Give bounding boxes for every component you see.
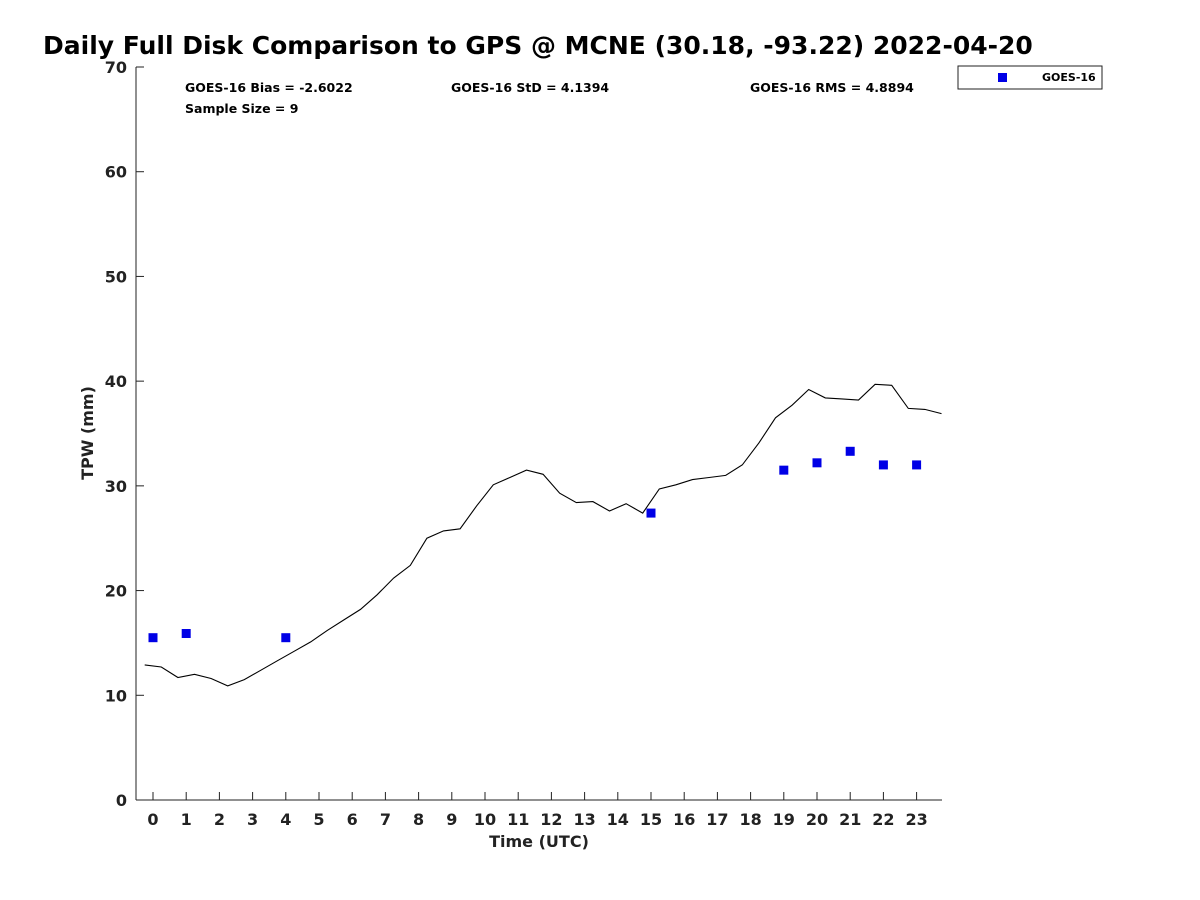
x-tick-label: 3	[247, 810, 258, 829]
x-tick-label: 15	[640, 810, 662, 829]
x-tick-label: 7	[380, 810, 391, 829]
x-tick-label: 20	[806, 810, 828, 829]
y-axis-label: TPW (mm)	[78, 386, 97, 480]
goes16-point	[148, 633, 158, 643]
x-tick-label: 8	[413, 810, 424, 829]
goes16-point	[779, 465, 789, 475]
x-tick-label: 23	[905, 810, 927, 829]
x-tick-label: 11	[507, 810, 529, 829]
y-tick-label: 20	[105, 582, 127, 601]
legend-marker	[998, 73, 1007, 82]
x-tick-label: 9	[446, 810, 457, 829]
gps-tpw-line	[144, 383, 942, 687]
x-tick-label: 6	[347, 810, 358, 829]
bias-stat: GOES-16 Bias = -2.6022	[185, 80, 353, 95]
x-tick-label: 2	[214, 810, 225, 829]
x-axis-ticks: 0 1 2 3 4 5 6 7 8 9 10 11 12 13 14 15 16 17 18 19 20 21 22 23	[147, 792, 928, 829]
sample-size-stat: Sample Size = 9	[185, 101, 298, 116]
y-tick-label: 50	[105, 267, 127, 286]
y-tick-label: 10	[105, 686, 127, 705]
x-tick-label: 12	[540, 810, 562, 829]
y-tick-label: 40	[105, 372, 127, 391]
goes16-point	[845, 446, 855, 456]
goes16-point	[878, 460, 888, 470]
x-tick-label: 16	[673, 810, 695, 829]
goes16-point	[912, 460, 922, 470]
legend-label: GOES-16	[1042, 71, 1096, 84]
x-tick-label: 18	[739, 810, 761, 829]
y-tick-label: 70	[105, 58, 127, 77]
goes16-point	[181, 629, 191, 639]
legend: GOES-16	[957, 65, 1103, 90]
x-tick-label: 17	[706, 810, 728, 829]
series-layer	[144, 383, 942, 687]
goes16-point	[646, 508, 656, 518]
y-tick-label: 0	[116, 791, 127, 810]
x-tick-label: 5	[313, 810, 324, 829]
x-tick-label: 0	[147, 810, 158, 829]
legend-box	[957, 65, 1103, 90]
x-tick-label: 10	[474, 810, 496, 829]
x-tick-label: 4	[280, 810, 291, 829]
x-tick-label: 13	[573, 810, 595, 829]
goes16-point	[281, 633, 291, 643]
y-axis-ticks: 0 10 20 30 40 50 60 70	[105, 58, 144, 810]
y-tick-label: 30	[105, 477, 127, 496]
x-axis-label: Time (UTC)	[489, 832, 589, 851]
x-tick-label: 19	[773, 810, 795, 829]
goes16-point	[812, 458, 822, 468]
chart-title: Daily Full Disk Comparison to GPS @ MCNE…	[43, 31, 1033, 60]
std-stat: GOES-16 StD = 4.1394	[451, 80, 609, 95]
x-tick-label: 22	[872, 810, 894, 829]
x-tick-label: 14	[607, 810, 629, 829]
rms-stat: GOES-16 RMS = 4.8894	[750, 80, 914, 95]
x-tick-label: 1	[181, 810, 192, 829]
y-tick-label: 60	[105, 163, 127, 182]
x-tick-label: 21	[839, 810, 861, 829]
